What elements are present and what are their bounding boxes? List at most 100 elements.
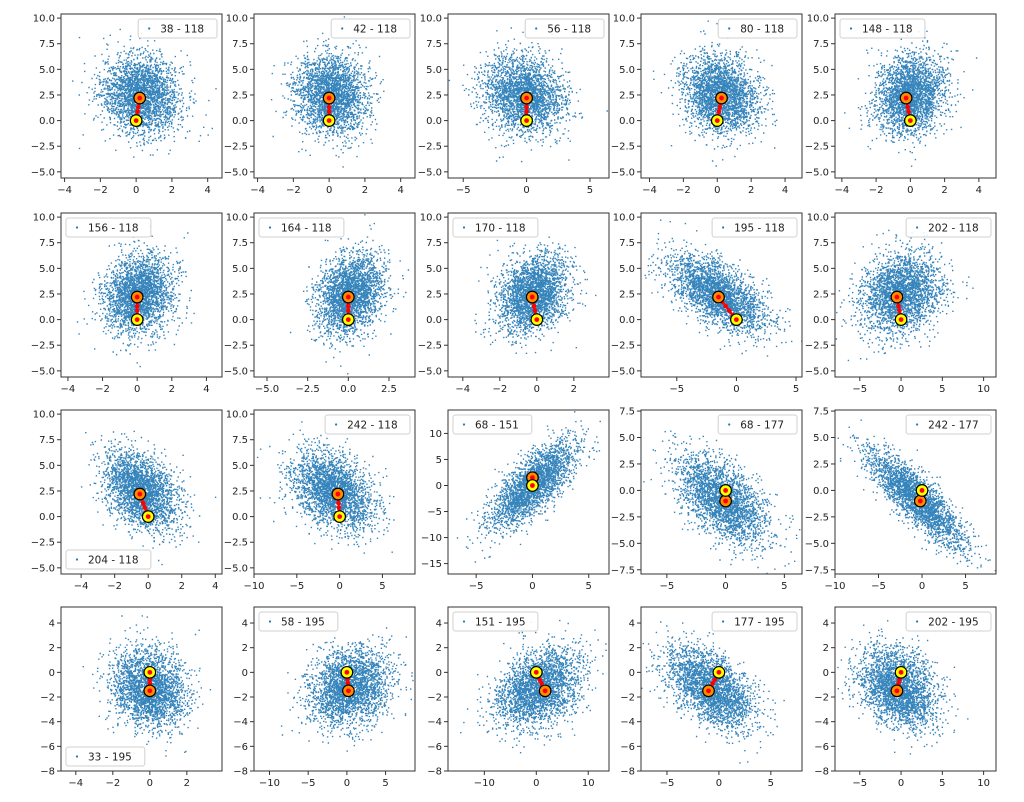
path-step-dot (537, 677, 543, 683)
axes-frame (253, 212, 416, 378)
y-tick-label: 5.0 (813, 264, 829, 275)
y-tick-label: −5 (427, 507, 442, 518)
scatter-points (644, 219, 802, 357)
x-tick-label: −4 (455, 384, 470, 395)
y-tick-label: 7.5 (39, 238, 55, 249)
y-tick-label: 10.0 (33, 410, 55, 421)
y-tick-label: 5.0 (39, 65, 55, 76)
legend-marker-icon (916, 620, 919, 623)
x-tick-label: 0 (898, 384, 904, 395)
x-tick-label: −10 (824, 581, 845, 592)
axes-frame (834, 13, 997, 179)
subplot: −4 −2 0 2 4 −5.0 −2.5 0.0 2.5 5.0 7.5 10.0 204 - 118 (31, 409, 223, 592)
y-tick-label: −5.0 (224, 167, 248, 178)
x-tick-label: −10 (474, 778, 495, 789)
y-tick-label: −8 (814, 767, 829, 778)
y-tick-label: 0.0 (39, 315, 55, 326)
y-tick-label: −2.5 (224, 142, 248, 153)
x-tick-label: −10 (243, 581, 264, 592)
x-tick-label: −5 (289, 581, 304, 592)
x-tick-label: 2 (169, 185, 175, 196)
x-tick-label: 0 (722, 581, 728, 592)
legend: 58 - 195 (258, 611, 339, 632)
path-step-dot (896, 303, 901, 309)
y-tick-label: −4 (40, 717, 55, 728)
y-tick-label: 2.5 (619, 289, 635, 300)
axes-frame (834, 409, 997, 575)
path-step-dot (712, 677, 718, 683)
x-tick-label: −4 (61, 384, 76, 395)
legend: 38 - 118 (137, 18, 218, 39)
path-step-dot (906, 109, 911, 114)
y-tick-label: −5.0 (224, 366, 248, 377)
y-tick-label: −2.5 (418, 341, 442, 352)
x-tick-label: −5 (456, 185, 471, 196)
x-tick-label: 0 (344, 778, 350, 789)
legend-label: 148 - 118 (862, 24, 913, 36)
legend-marker-icon (728, 423, 731, 426)
legend-marker-icon (148, 27, 151, 30)
y-tick-label: 7.5 (619, 39, 635, 50)
x-tick-label: 10 (582, 778, 595, 789)
path-step-dot (135, 104, 141, 110)
x-tick-label: 0 (145, 581, 151, 592)
legend: 42 - 118 (330, 18, 411, 39)
y-tick-label: −2 (814, 693, 829, 704)
legend-label: 58 - 195 (281, 617, 325, 629)
x-tick-label: −2.5 (296, 384, 320, 395)
y-tick-label: 10.0 (226, 213, 248, 224)
subplot: −5 0 5 −15 −10 −5 0 5 10 68 - 151 (421, 409, 610, 592)
y-tick-label: −4 (814, 717, 829, 728)
subplot: −4 −2 0 2 4 −5.0 −2.5 0.0 2.5 5.0 7.5 10.0 38 - 118 (31, 13, 223, 196)
x-tick-label: 0 (898, 778, 904, 789)
x-tick-label: 0 (919, 581, 925, 592)
path-step-dot (336, 500, 341, 506)
x-tick-label: 2 (169, 384, 175, 395)
legend-label: 164 - 118 (281, 223, 332, 235)
y-tick-label: 7.5 (813, 238, 829, 249)
x-tick-label: 0 (133, 185, 139, 196)
axes-frame (60, 409, 223, 575)
x-tick-label: 4 (976, 185, 982, 196)
x-tick-label: −2 (105, 778, 120, 789)
axes-frame (447, 606, 610, 772)
path-step-dot (539, 681, 544, 686)
x-tick-label: 5 (962, 581, 968, 592)
y-tick-label: −4 (233, 717, 248, 728)
subplot: −4 −2 0 2 4 −5.0 −2.5 0.0 2.5 5.0 7.5 10.0 148 - 118 (805, 13, 997, 196)
y-tick-label: −5.0 (611, 366, 635, 377)
subplot: −4 −2 0 2 −8 −6 −4 −2 0 2 4 33 - 195 (40, 606, 223, 789)
legend-marker-icon (335, 423, 338, 426)
path-step-dot (905, 104, 911, 110)
axes-frame (253, 13, 416, 179)
legend-label: 151 - 195 (475, 617, 526, 629)
y-tick-label: 4 (49, 619, 55, 630)
x-tick-label: 0 (714, 185, 720, 196)
legend-marker-icon (462, 226, 466, 229)
legend-label: 68 - 177 (740, 420, 784, 432)
legend-label: 68 - 151 (475, 420, 519, 432)
legend-label: 195 - 118 (734, 223, 785, 235)
axes-frame (253, 606, 416, 772)
subplot: −4 −2 0 2 −5.0 −2.5 0.0 2.5 5.0 7.5 10.0 170 - 118 (418, 212, 610, 395)
x-tick-label: −5 (660, 778, 675, 789)
legend-label: 33 - 195 (88, 752, 132, 764)
y-tick-label: −5.0 (805, 539, 829, 550)
legend-marker-icon (722, 620, 725, 623)
y-tick-label: 7.5 (813, 407, 829, 418)
y-tick-label: 2 (823, 643, 829, 654)
legend-label: 202 - 195 (928, 617, 979, 629)
legend-label: 242 - 118 (347, 420, 398, 432)
y-tick-label: 0.0 (619, 486, 635, 497)
path-step-dot (723, 303, 728, 309)
x-tick-label: 10 (977, 384, 990, 395)
plot-area (61, 607, 222, 771)
x-tick-label: 5 (781, 581, 787, 592)
path-step-dot (531, 303, 537, 309)
x-tick-label: 2 (362, 185, 368, 196)
legend-label: 177 - 195 (734, 617, 785, 629)
x-tick-label: −2 (95, 384, 110, 395)
path-step-dot (142, 505, 148, 510)
x-tick-label: 2 (941, 185, 947, 196)
y-tick-label: 10.0 (33, 213, 55, 224)
